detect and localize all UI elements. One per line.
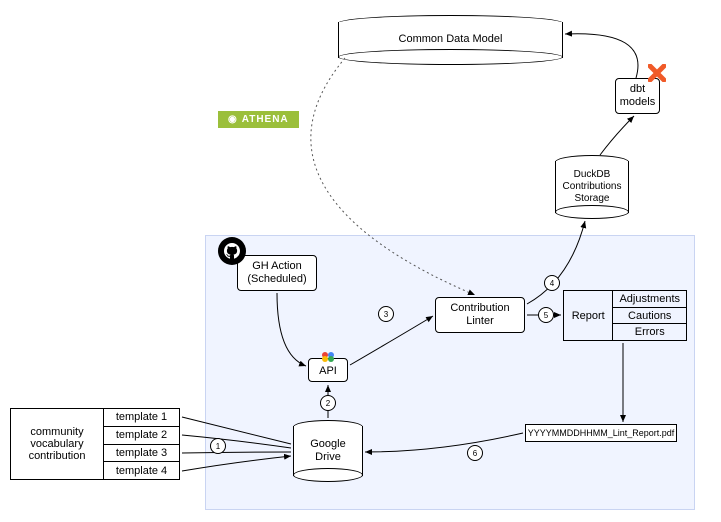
template-row: template 2 — [104, 427, 179, 445]
github-icon — [218, 237, 246, 265]
community-contribution-header: community vocabulary contribution — [11, 409, 104, 479]
edge-label: 6 — [467, 445, 483, 461]
report-table: Report Adjustments Cautions Errors — [563, 290, 687, 341]
dbt-icon — [648, 64, 666, 82]
report-row: Cautions — [613, 308, 686, 325]
edge-label: 5 — [538, 307, 554, 323]
edge-label: 3 — [378, 306, 394, 322]
google-cloud-icon — [320, 350, 336, 364]
edge-label: 4 — [544, 275, 560, 291]
gh-action-node: GH Action (Scheduled) — [237, 255, 317, 291]
contribution-linter-label: Contribution Linter — [450, 302, 509, 328]
report-file-label: YYYYMMDDHHMM_Lint_Report.pdf — [528, 428, 675, 439]
athena-badge-label: ATHENA — [242, 114, 289, 125]
duckdb-label: DuckDB Contributions Storage — [563, 169, 622, 205]
template-row: template 3 — [104, 445, 179, 463]
report-row: Adjustments — [613, 291, 686, 308]
report-file-node: YYYYMMDDHHMM_Lint_Report.pdf — [525, 424, 677, 442]
athena-badge: ◉ATHENA — [218, 111, 299, 128]
google-drive-label: Google Drive — [310, 438, 345, 464]
edge-label: 2 — [320, 395, 336, 411]
api-label: API — [319, 365, 337, 378]
diagram-canvas: Common Data Model dbt models DuckDB Cont… — [0, 0, 721, 522]
dbt-models-label: dbt models — [620, 83, 655, 109]
template-row: template 1 — [104, 409, 179, 427]
contribution-linter-node: Contribution Linter — [435, 297, 525, 333]
report-header: Report — [564, 291, 613, 340]
community-contribution-table: community vocabulary contribution templa… — [10, 408, 180, 480]
template-row: template 4 — [104, 462, 179, 479]
dbt-models-node: dbt models — [615, 78, 660, 114]
google-drive-cylinder: Google Drive — [293, 420, 363, 482]
common-data-model-cylinder: Common Data Model — [338, 15, 563, 65]
gh-action-label: GH Action (Scheduled) — [247, 260, 306, 286]
report-row: Errors — [613, 324, 686, 340]
edge-label: 1 — [210, 438, 226, 454]
duckdb-cylinder: DuckDB Contributions Storage — [555, 155, 629, 219]
common-data-model-label: Common Data Model — [399, 33, 503, 46]
